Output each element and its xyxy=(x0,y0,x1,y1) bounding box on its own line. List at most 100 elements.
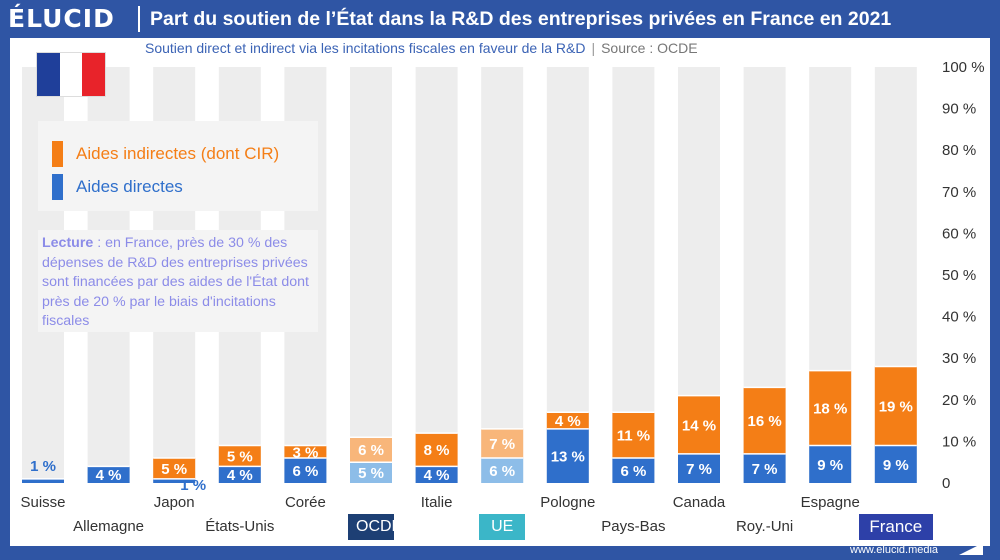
bar-direct-suisse xyxy=(22,478,64,483)
data-label-direct-ue: 6 % xyxy=(489,463,515,480)
bar-direct-italie xyxy=(415,466,458,483)
data-label-indirect-ocde: 6 % xyxy=(358,442,384,459)
bar-direct-ocde xyxy=(350,462,392,483)
data-label-direct-ocde: 5 % xyxy=(358,465,384,482)
header-bar: ÉLUCID Part du soutien de l’État dans la… xyxy=(0,0,1000,38)
legend-label-indirect: Aides indirectes (dont CIR) xyxy=(76,144,280,163)
data-label-indirect-espagne: 18 % xyxy=(813,401,847,418)
bar-direct-roy-uni xyxy=(743,453,786,483)
bar-indirect-france xyxy=(874,366,917,446)
data-label-indirect-etats-unis: 5 % xyxy=(227,448,253,465)
x-label-pays-bas: Pays-Bas xyxy=(601,518,666,535)
data-label-direct-roy-uni: 7 % xyxy=(752,461,778,478)
bar-indirect-etats-unis xyxy=(218,445,261,467)
y-tick-label-100: 100 % xyxy=(942,59,985,76)
bar-indirect-japon xyxy=(153,458,196,479)
x-label-coree: Corée xyxy=(284,494,326,511)
data-label-direct-pays-bas: 6 % xyxy=(620,463,646,480)
elucid-mark-icon xyxy=(959,543,983,555)
x-label-roy-uni: Roy.-Uni xyxy=(735,518,794,535)
bar-indirect-pays-bas xyxy=(612,412,655,459)
data-label-direct-japon: 1 % xyxy=(180,477,206,494)
bar-direct-coree xyxy=(284,458,327,483)
y-tick-label-50: 50 % xyxy=(942,267,976,284)
chart-title: Part du soutien de l’État dans la R&D de… xyxy=(150,8,892,30)
reading-note: Lecture : en France, près de 30 % des dé… xyxy=(38,230,318,332)
data-label-direct-pologne: 13 % xyxy=(551,448,585,465)
y-tick-label-10: 10 % xyxy=(942,433,976,450)
bar-direct-ue xyxy=(481,458,524,483)
y-tick-label-20: 20 % xyxy=(942,392,976,409)
bar-direct-etats-unis xyxy=(218,466,261,483)
x-label-allemagne: Allemagne xyxy=(73,518,145,535)
data-label-direct-italie: 4 % xyxy=(424,467,450,484)
data-label-direct-espagne: 9 % xyxy=(817,457,843,474)
subtitle-separator: | xyxy=(591,40,596,56)
bar-indirect-pologne xyxy=(546,412,589,429)
legend: Aides indirectes (dont CIR) Aides direct… xyxy=(38,121,318,211)
footer-url: www.elucid.media xyxy=(850,544,939,556)
y-tick-label-40: 40 % xyxy=(942,309,976,326)
data-label-indirect-canada: 14 % xyxy=(682,417,716,434)
bar-indirect-espagne xyxy=(809,370,852,446)
y-tick-label-80: 80 % xyxy=(942,142,976,159)
x-label-italie: Italie xyxy=(420,494,453,511)
bar-direct-pays-bas xyxy=(612,458,655,483)
x-label-etats-unis: États-Unis xyxy=(205,518,275,535)
reading-note-label: Lecture xyxy=(42,235,94,251)
bar-direct-france xyxy=(874,445,917,483)
flag-stripe-red xyxy=(82,53,106,96)
flag-stripe-white xyxy=(59,53,83,96)
flag-stripe-blue xyxy=(37,53,60,96)
data-label-indirect-japon: 5 % xyxy=(161,461,187,478)
bar-indirect-italie xyxy=(415,433,458,467)
bar-indirect-canada xyxy=(678,395,720,454)
bar-direct-allemagne xyxy=(87,466,130,483)
data-label-indirect-pologne: 4 % xyxy=(555,413,581,430)
x-label-suisse: Suisse xyxy=(20,494,66,511)
bar-direct-japon xyxy=(153,478,196,483)
chart-subtitle: Soutien direct et indirect via les incit… xyxy=(145,38,698,58)
bar-indirect-coree xyxy=(284,445,327,459)
source-text: Source : OCDE xyxy=(601,40,698,56)
data-label-direct-etats-unis: 4 % xyxy=(227,467,253,484)
reading-note-body: : en France, près de 30 % des dépenses d… xyxy=(42,235,309,330)
x-label-pologne: Pologne xyxy=(540,494,596,511)
bar-indirect-roy-uni xyxy=(743,387,786,454)
legend-swatch-direct xyxy=(52,174,63,200)
header-divider xyxy=(138,6,140,32)
data-label-indirect-pays-bas: 11 % xyxy=(617,428,650,445)
bar-background-ocde xyxy=(350,67,392,483)
x-label-ue: UE xyxy=(479,514,526,540)
data-label-indirect-italie: 8 % xyxy=(424,442,450,459)
x-label-canada: Canada xyxy=(672,494,726,511)
data-label-direct-suisse: 1 % xyxy=(30,458,56,475)
y-tick-label-90: 90 % xyxy=(942,101,976,118)
data-label-direct-coree: 6 % xyxy=(292,463,318,480)
legend-label-direct: Aides directes xyxy=(76,177,183,196)
data-label-indirect-ue: 7 % xyxy=(489,436,515,453)
france-flag-icon xyxy=(37,53,106,96)
data-label-indirect-coree: 3 % xyxy=(292,444,318,461)
bar-background-ue xyxy=(481,67,524,483)
bar-direct-pologne xyxy=(546,428,589,483)
bar-indirect-ue xyxy=(481,428,524,459)
data-label-direct-allemagne: 4 % xyxy=(96,467,122,484)
bar-background-italie xyxy=(415,67,458,483)
legend-swatch-indirect xyxy=(52,141,63,167)
y-tick-label-30: 30 % xyxy=(942,350,976,367)
x-label-japon: Japon xyxy=(153,494,195,511)
subtitle-text: Soutien direct et indirect via les incit… xyxy=(145,40,586,56)
brand-logo: ÉLUCID xyxy=(8,4,115,33)
y-tick-label-0: 0 xyxy=(942,475,950,492)
bar-direct-canada xyxy=(678,453,720,483)
data-label-indirect-roy-uni: 16 % xyxy=(747,413,781,430)
x-label-ocde: OCDE xyxy=(348,514,402,540)
data-label-direct-canada: 7 % xyxy=(686,461,712,478)
y-tick-label-70: 70 % xyxy=(942,184,976,201)
bar-indirect-ocde xyxy=(350,437,392,463)
y-tick-label-60: 60 % xyxy=(942,225,976,242)
data-label-direct-france: 9 % xyxy=(883,457,909,474)
x-label-espagne: Espagne xyxy=(800,494,860,511)
x-label-france: France xyxy=(858,514,933,540)
